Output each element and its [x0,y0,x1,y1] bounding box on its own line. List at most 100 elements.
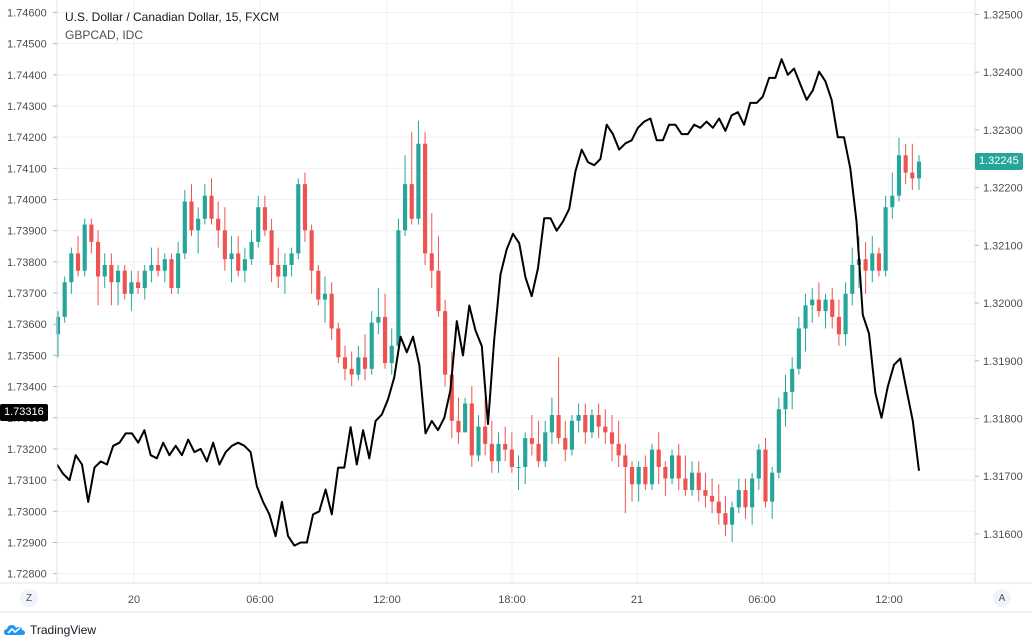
usdcad-candle-body [382,316,388,364]
left-tick-label: 1.74500 [7,39,47,51]
usdcad-candle-body [783,391,788,410]
left-tick-label: 1.73000 [7,506,47,518]
usdcad-candle-body [336,328,341,358]
usdcad-candle-body [643,466,648,485]
usdcad-candle-body [296,184,301,254]
usdcad-candle-body [182,201,187,254]
usdcad-candle-body [616,443,621,456]
usdcad-candle-body [776,409,781,473]
usdcad-candle-body [716,501,721,514]
usdcad-candle-body [890,195,895,208]
chart-title: U.S. Dollar / Canadian Dollar, 15, FXCM [65,10,279,24]
usdcad-candle-body [683,478,688,491]
usdcad-candle-body [656,449,661,467]
auto-scale-button-left[interactable]: Z [20,589,38,607]
left-tick-label: 1.74400 [7,70,47,82]
usdcad-candle-body [830,299,835,317]
usdcad-candle-body [196,218,201,231]
usdcad-candle-body [916,161,922,179]
usdcad-candle-body [636,466,641,485]
usdcad-candle-body [536,443,541,462]
usdcad-candle-body [896,155,902,196]
auto-scale-button-right[interactable]: A [993,589,1011,607]
usdcad-candle-body [503,443,508,450]
usdcad-candle-body [609,432,615,444]
usdcad-candle-body [649,449,655,485]
usdcad-candle-body [563,438,568,450]
usdcad-candle-body [269,230,274,265]
usdcad-candle-body [176,253,181,289]
usdcad-candle-body [509,449,514,467]
usdcad-candle-body [576,415,581,421]
usdcad-candle-body [743,490,748,508]
usdcad-candle-body [169,259,174,289]
usdcad-candle-body [389,345,394,364]
usdcad-candle-body [162,259,167,271]
usdcad-candle-body [736,490,741,508]
usdcad-candle-body [603,426,608,433]
left-tick-label: 1.73200 [7,444,47,456]
usdcad-candle-body [456,420,461,433]
usdcad-candle-body [443,311,448,375]
usdcad-candle-body [623,455,628,467]
usdcad-candle-body [322,293,328,300]
usdcad-candle-body [523,438,528,467]
usdcad-candle-body [222,230,227,260]
usdcad-candle-body [89,224,94,242]
usdcad-candle-body [676,455,681,479]
usdcad-candle-body [710,495,715,502]
usdcad-candle-body [69,253,74,283]
usdcad-candle-body [483,426,488,444]
usdcad-candle-body [369,322,374,369]
usdcad-candle-body [796,328,801,369]
usdcad-candle-body [723,513,728,525]
right-tick-label: 1.32200 [983,183,1023,195]
gbpcad-last-price-badge: 1.73316 [0,404,48,422]
usdcad-candle-body [356,357,361,375]
left-tick-label: 1.74200 [7,132,47,144]
usdcad-candle-body [302,184,308,231]
usdcad-candle-body [589,415,595,433]
tradingview-logo[interactable]: TradingView [4,620,96,640]
right-tick-label: 1.32400 [983,67,1023,79]
right-tick-label: 1.31900 [983,356,1023,368]
usdcad-candle-body [756,449,761,479]
time-tick-label: 21 [631,594,643,606]
right-tick-label: 1.32100 [983,240,1023,252]
usdcad-candle-body [763,449,768,502]
time-axis-ticks[interactable]: 20 06:00 12:00 18:00 21 06:00 12:00 [128,594,903,606]
left-tick-label: 1.74300 [7,101,47,113]
usdcad-candle-body [549,415,554,433]
usdcad-candle-body [216,218,221,231]
time-tick-label: 06:00 [748,594,776,606]
time-tick-label: 06:00 [246,594,274,606]
usdcad-candle-body [62,282,67,317]
usdcad-candle-body [910,172,915,179]
usdcad-candle-body [376,316,381,323]
usdcad-candle-body [122,270,127,294]
usdcad-candle-body [82,224,87,271]
left-tick-label: 1.74100 [7,163,47,175]
usdcad-candle-body [416,143,421,219]
usdcad-candle-body [596,415,601,427]
usdcad-candle-body [836,316,841,335]
usdcad-candle-body [529,438,534,444]
usdcad-candle-body [149,264,154,271]
right-axis-ticks[interactable]: 1.32500 1.32400 1.32300 1.32200 1.32100 1.320… [975,9,1023,541]
usdcad-candle-body [790,368,795,392]
usdcad-candle-body [883,207,888,271]
left-axis-ticks[interactable]: 1.74600 1.74500 1.74400 1.74300 1.74200 1.741… [7,7,57,581]
usdcad-candle-body [449,374,454,421]
usdcad-candle-body [129,282,134,294]
right-tick-label: 1.32000 [983,298,1023,310]
usdcad-candle-body [463,403,468,433]
left-tick-label: 1.73100 [7,475,47,487]
usdcad-candle-body [843,293,848,335]
usdcad-candle-body [810,299,815,306]
usdcad-candle-body [496,443,501,462]
grid-lines [57,0,975,583]
usdcad-candle-body [823,299,828,312]
usdcad-candle-body [242,259,247,271]
right-tick-label: 1.31700 [983,471,1023,483]
